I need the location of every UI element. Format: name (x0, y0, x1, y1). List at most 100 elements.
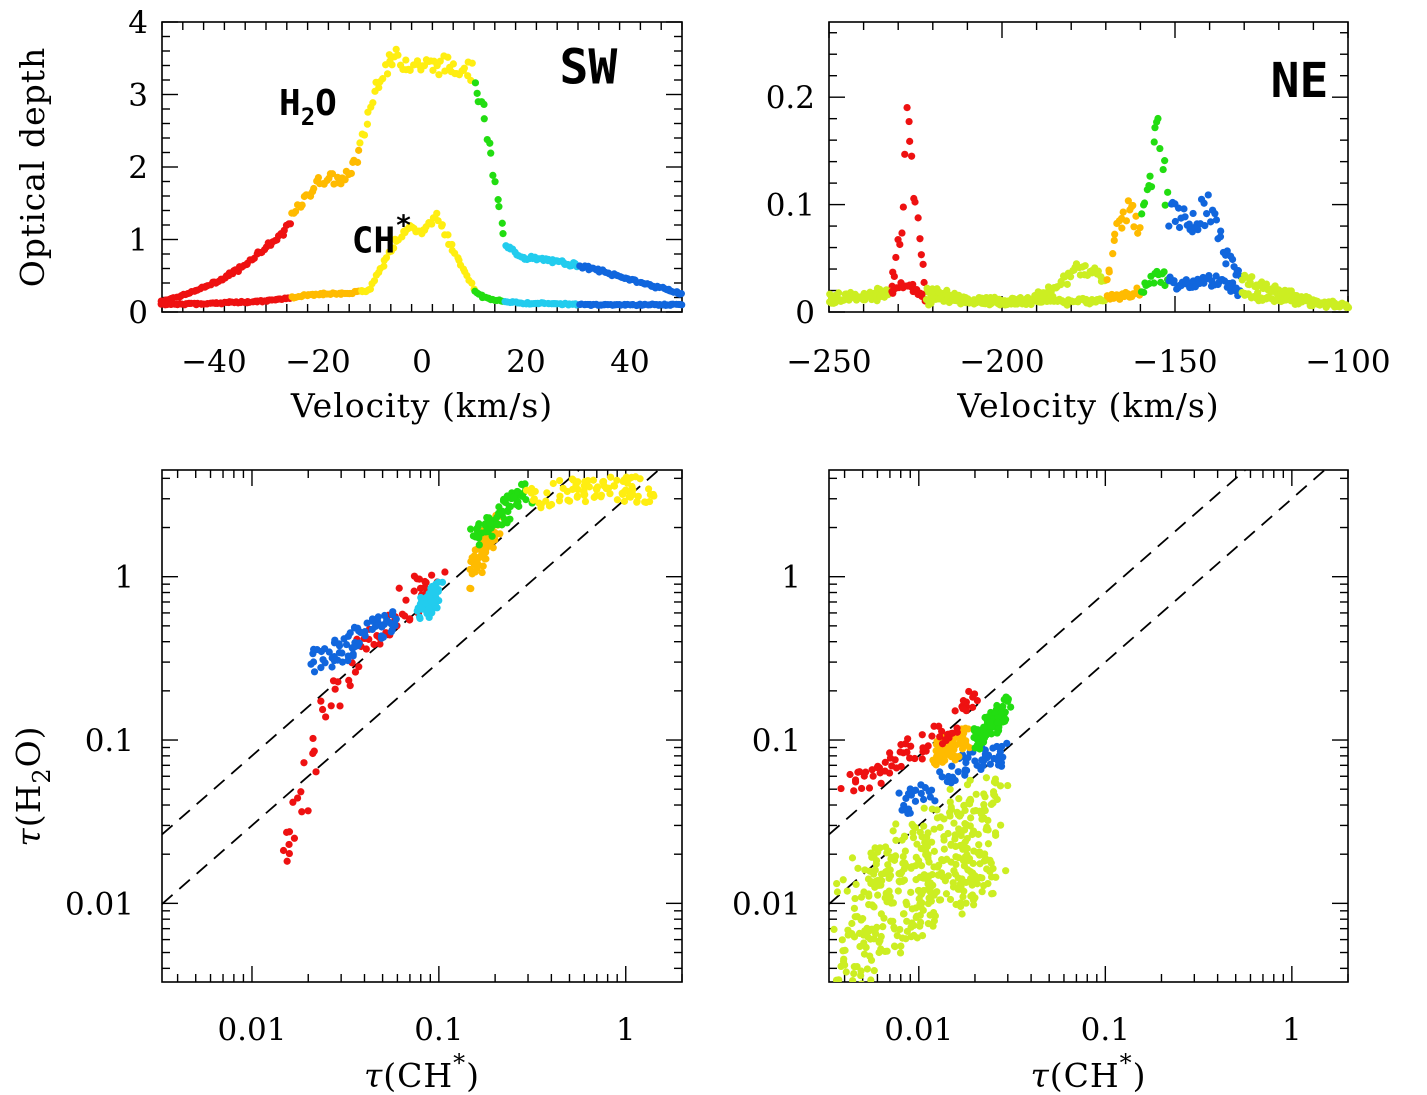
data-point (486, 519, 494, 527)
data-point (912, 853, 920, 861)
data-point (475, 520, 483, 528)
data-point (928, 838, 936, 846)
data-point (843, 887, 851, 895)
y-tick-label: 0 (128, 295, 148, 331)
data-point (285, 828, 294, 836)
data-point (855, 929, 864, 937)
data-point (1201, 222, 1209, 230)
data-point (298, 808, 306, 816)
data-point (503, 492, 511, 500)
data-point (927, 897, 935, 905)
data-point (964, 754, 972, 762)
data-point (431, 589, 439, 597)
data-point (839, 876, 847, 884)
data-point (925, 884, 933, 892)
data-point (969, 871, 977, 880)
data-point (353, 158, 362, 166)
data-point (416, 614, 424, 623)
data-point (1122, 217, 1131, 225)
data-point (351, 668, 360, 676)
data-point (413, 575, 421, 583)
data-point (984, 840, 993, 848)
data-point (842, 983, 849, 990)
data-point (925, 872, 933, 880)
data-point (1066, 273, 1075, 281)
data-point (896, 240, 904, 249)
data-point (498, 219, 506, 227)
data-point (971, 757, 979, 765)
data-point (1140, 199, 1149, 207)
data-point (388, 626, 396, 634)
data-point (848, 919, 856, 928)
data-point (861, 768, 870, 776)
data-point (1130, 223, 1138, 231)
data-point (1204, 191, 1212, 199)
data-point (441, 568, 449, 576)
data-point (904, 809, 912, 818)
data-point (967, 814, 975, 822)
data-point (925, 858, 933, 866)
data-point (877, 779, 885, 787)
data-point (347, 169, 355, 178)
data-point (961, 806, 969, 815)
data-point (942, 890, 951, 898)
data-point (1094, 267, 1102, 275)
data-point (894, 887, 902, 895)
data-point (980, 790, 988, 798)
data-point (1002, 867, 1010, 875)
data-point (290, 834, 299, 842)
data-points (825, 103, 1353, 312)
data-point (883, 849, 891, 857)
data-point (960, 840, 968, 848)
data-point (925, 787, 933, 796)
data-point (883, 867, 891, 875)
data-point (957, 832, 965, 840)
data-point (869, 772, 877, 780)
data-point (495, 503, 503, 511)
data-point (889, 899, 897, 907)
data-point (521, 480, 529, 488)
data-point (376, 640, 384, 648)
data-point (959, 697, 967, 705)
data-point (850, 969, 858, 978)
data-point (911, 198, 919, 206)
data-point (883, 947, 891, 955)
data-point (298, 201, 306, 209)
data-point (473, 89, 481, 97)
data-point (585, 483, 593, 491)
data-point (928, 732, 936, 740)
annotation-ch: CH* (352, 209, 412, 262)
data-point (881, 843, 890, 851)
data-point (992, 779, 1000, 787)
data-point (937, 749, 945, 757)
data-point (317, 664, 325, 672)
data-point (945, 742, 954, 751)
data-point (893, 932, 901, 940)
data-point (360, 131, 369, 139)
data-point (620, 497, 629, 505)
data-point (356, 139, 364, 147)
data-point (879, 923, 887, 931)
data-point (866, 935, 874, 943)
data-point (1216, 233, 1225, 241)
data-point (369, 99, 377, 107)
data-point (900, 832, 909, 840)
data-point (961, 766, 969, 774)
data-point (346, 682, 354, 690)
data-point (527, 489, 536, 497)
data-point (955, 752, 963, 761)
x-tick-label: 40 (610, 344, 649, 380)
data-point (1194, 226, 1202, 234)
data-point (891, 756, 899, 764)
data-point (467, 525, 475, 533)
data-point (1248, 273, 1256, 281)
data-point (935, 722, 943, 730)
data-point (855, 768, 864, 776)
data-point (435, 71, 443, 79)
data-point (979, 738, 988, 746)
data-point (852, 880, 860, 889)
data-point (982, 856, 991, 864)
data-point (917, 251, 925, 259)
plot-frame (161, 469, 683, 983)
data-point (955, 795, 963, 803)
